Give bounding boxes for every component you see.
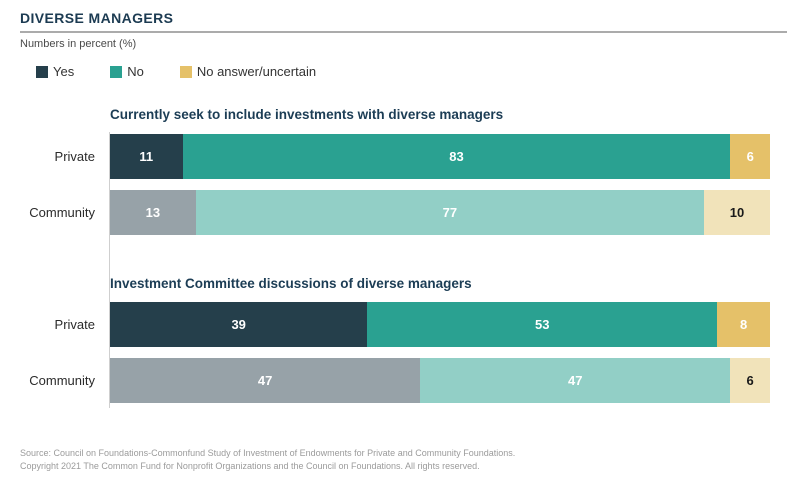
legend-swatch-yes bbox=[36, 65, 48, 78]
bar-segment-no: 83 bbox=[182, 134, 731, 179]
bar-value: 47 bbox=[257, 373, 273, 388]
source-footer: Source: Council on Foundations-Commonfun… bbox=[20, 447, 515, 473]
bar-value: 10 bbox=[729, 205, 745, 220]
legend-item-no: No bbox=[110, 64, 144, 79]
row-label: Community bbox=[29, 373, 95, 388]
legend-label-no: No bbox=[127, 64, 144, 79]
bar-value: 83 bbox=[449, 149, 464, 164]
stacked-bar: 39 53 8 bbox=[110, 302, 770, 347]
bar-segment-yes: 39 bbox=[110, 302, 368, 347]
copyright-line: Copyright 2021 The Common Fund for Nonpr… bbox=[20, 461, 480, 471]
bar-segment-no: 47 bbox=[420, 358, 731, 403]
y-axis-line bbox=[109, 132, 110, 408]
bar-row-private-1: Private 11 83 6 bbox=[0, 134, 770, 179]
chart-legend: Yes No No answer/uncertain bbox=[36, 64, 316, 79]
bar-value: 6 bbox=[746, 373, 754, 388]
section-title-currently-seek: Currently seek to include investments wi… bbox=[110, 107, 504, 122]
bar-value: 47 bbox=[568, 373, 583, 388]
bar-value: 39 bbox=[231, 317, 246, 332]
legend-item-yes: Yes bbox=[36, 64, 74, 79]
stacked-bar: 13 77 10 bbox=[110, 190, 770, 235]
bar-segment-yes: 11 bbox=[110, 134, 183, 179]
legend-item-no-answer: No answer/uncertain bbox=[179, 64, 317, 79]
bar-segment-no-answer: 10 bbox=[703, 190, 770, 235]
legend-label-no-answer: No answer/uncertain bbox=[196, 64, 317, 79]
bar-value: 53 bbox=[535, 317, 550, 332]
bar-row-community-2: Community 47 47 6 bbox=[0, 358, 770, 403]
stacked-bar: 47 47 6 bbox=[110, 358, 770, 403]
bar-segment-no-answer: 8 bbox=[717, 302, 770, 347]
bar-value: 8 bbox=[739, 317, 748, 332]
section-title-committee-discussions: Investment Committee discussions of dive… bbox=[110, 276, 472, 291]
page-title: DIVERSE MANAGERS bbox=[20, 10, 787, 33]
legend-swatch-no-answer bbox=[179, 65, 192, 78]
row-label: Private bbox=[54, 149, 95, 164]
bar-row-community-1: Community 13 77 10 bbox=[0, 190, 770, 235]
legend-swatch-no bbox=[110, 65, 123, 78]
bar-segment-yes: 13 bbox=[110, 190, 196, 235]
row-label: Community bbox=[29, 205, 95, 220]
chart-header: DIVERSE MANAGERS Numbers in percent (%) bbox=[20, 10, 787, 50]
row-label: Private bbox=[54, 317, 95, 332]
bar-value: 13 bbox=[145, 205, 161, 220]
bar-row-private-2: Private 39 53 8 bbox=[0, 302, 770, 347]
bar-value: 6 bbox=[746, 149, 754, 164]
legend-label-yes: Yes bbox=[53, 64, 75, 79]
bar-segment-no: 53 bbox=[367, 302, 718, 347]
bar-value: 77 bbox=[442, 205, 458, 220]
bar-segment-no-answer: 6 bbox=[730, 358, 770, 403]
bar-segment-no-answer: 6 bbox=[730, 134, 770, 179]
stacked-bar: 11 83 6 bbox=[110, 134, 770, 179]
bar-value: 11 bbox=[139, 149, 154, 164]
bar-segment-yes: 47 bbox=[110, 358, 421, 403]
bar-segment-no: 77 bbox=[195, 190, 704, 235]
page-subtitle: Numbers in percent (%) bbox=[20, 38, 137, 50]
source-line: Source: Council on Foundations-Commonfun… bbox=[20, 448, 516, 458]
